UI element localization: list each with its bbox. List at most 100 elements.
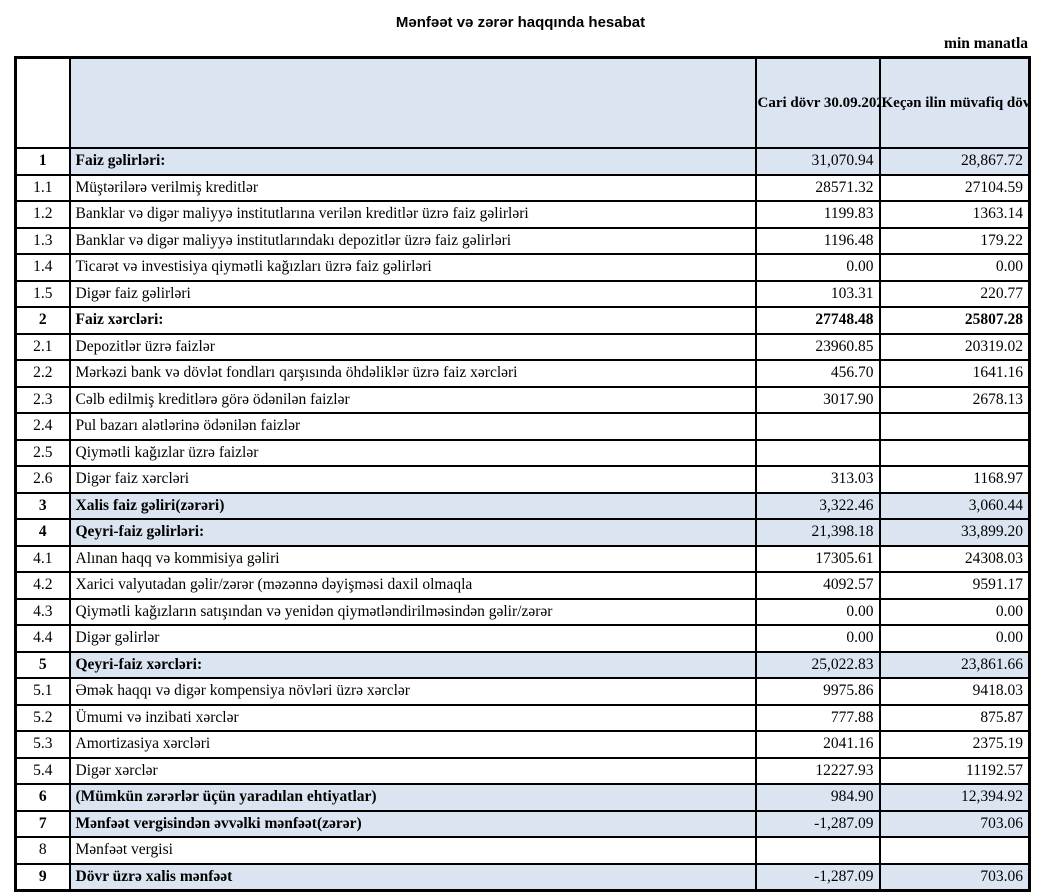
row-label-cell: Depozitlər üzrə faizlər xyxy=(68,332,757,361)
value-previous-cell: 0.00 xyxy=(878,624,1031,653)
table-row: 4.1 Alınan haqq və kommisiya gəliri 1730… xyxy=(14,544,1031,573)
value-current-cell: 9975.86 xyxy=(754,677,881,706)
row-label-cell: Dövr üzrə xalis mənfəət xyxy=(68,862,757,892)
row-label-cell: Qeyri-faiz xərcləri: xyxy=(68,650,757,679)
value-previous-cell: 179.22 xyxy=(878,226,1031,255)
header-current-period: Cari dövr 30.09.2023 xyxy=(754,56,881,149)
table-row: 1.4 Ticarət və investisiya qiymətli kağı… xyxy=(14,253,1031,282)
row-number-cell: 2.6 xyxy=(14,465,71,494)
table-row: 5.1 Əmək haqqı və digər kompensiya növlə… xyxy=(14,677,1031,706)
row-label-cell: (Mümkün zərərlər üçün yaradılan ehtiyatl… xyxy=(68,783,757,812)
row-label-cell: Mənfəət vergisi xyxy=(68,836,757,865)
table-row: 5 Qeyri-faiz xərcləri: 25,022.83 23,861.… xyxy=(14,650,1031,679)
page-title: Mənfəət və zərər haqqında hesabat xyxy=(395,14,646,31)
value-previous-cell: 3,060.44 xyxy=(878,491,1031,520)
table-row: 5.2 Ümumi və inzibati xərclər 777.88 875… xyxy=(14,703,1031,732)
value-current-cell: 1196.48 xyxy=(754,226,881,255)
row-number-cell: 8 xyxy=(14,836,71,865)
row-number-cell: 5.2 xyxy=(14,703,71,732)
value-current-cell: 313.03 xyxy=(754,465,881,494)
row-number-cell: 1.5 xyxy=(14,279,71,308)
value-previous-cell: 27104.59 xyxy=(878,173,1031,202)
unit-label: min manatla xyxy=(944,35,1028,52)
row-number-cell: 2.3 xyxy=(14,385,71,414)
row-label-cell: Banklar və digər maliyyə institutlarına … xyxy=(68,200,757,229)
row-number-cell: 4.3 xyxy=(14,597,71,626)
value-current-cell: 1199.83 xyxy=(754,200,881,229)
value-previous-cell: 0.00 xyxy=(878,597,1031,626)
row-number-cell: 9 xyxy=(14,862,71,892)
value-previous-cell: 33,899.20 xyxy=(878,518,1031,547)
table-row: 4.4 Digər gəlirlər 0.00 0.00 xyxy=(14,624,1031,653)
row-label-cell: Mərkəzi bank və dövlət fondları qarşısın… xyxy=(68,359,757,388)
value-previous-cell: 23,861.66 xyxy=(878,650,1031,679)
value-current-cell xyxy=(754,412,881,441)
value-current-cell: 4092.57 xyxy=(754,571,881,600)
value-previous-cell: 11192.57 xyxy=(878,756,1031,785)
row-number-cell: 2.4 xyxy=(14,412,71,441)
row-label-cell: Ticarət və investisiya qiymətli kağızlar… xyxy=(68,253,757,282)
table-row: 9 Dövr üzrə xalis mənfəət -1,287.09 703.… xyxy=(14,862,1031,892)
value-current-cell: 456.70 xyxy=(754,359,881,388)
table-row: 5.4 Digər xərclər 12227.93 11192.57 xyxy=(14,756,1031,785)
value-current-cell: 777.88 xyxy=(754,703,881,732)
value-previous-cell: 2375.19 xyxy=(878,730,1031,759)
header-indicator-column xyxy=(68,56,757,149)
table-row: 5.3 Amortizasiya xərcləri 2041.16 2375.1… xyxy=(14,730,1031,759)
table-row: 8 Mənfəət vergisi xyxy=(14,836,1031,865)
value-previous-cell xyxy=(878,438,1031,467)
value-previous-cell: 703.06 xyxy=(878,862,1031,892)
value-current-cell: 12227.93 xyxy=(754,756,881,785)
value-previous-cell: 28,867.72 xyxy=(878,147,1031,176)
row-label-cell: Digər xərclər xyxy=(68,756,757,785)
table-row: 4.3 Qiymətli kağızların satışından və ye… xyxy=(14,597,1031,626)
row-label-cell: Digər gəlirlər xyxy=(68,624,757,653)
table-row: 4 Qeyri-faiz gəlirləri: 21,398.18 33,899… xyxy=(14,518,1031,547)
row-label-cell: Digər faiz xərcləri xyxy=(68,465,757,494)
row-number-cell: 2.5 xyxy=(14,438,71,467)
table-row: 6 (Mümkün zərərlər üçün yaradılan ehtiya… xyxy=(14,783,1031,812)
value-previous-cell: 1641.16 xyxy=(878,359,1031,388)
value-current-cell xyxy=(754,836,881,865)
table-row: 2.6 Digər faiz xərcləri 313.03 1168.97 xyxy=(14,465,1031,494)
value-current-cell: 17305.61 xyxy=(754,544,881,573)
row-label-cell: Qiymətli kağızlar üzrə faizlər xyxy=(68,438,757,467)
row-label-cell: Qiymətli kağızların satışından və yenidə… xyxy=(68,597,757,626)
table-row: 4.2 Xarici valyutadan gəlir/zərər (məzən… xyxy=(14,571,1031,600)
value-current-cell: 984.90 xyxy=(754,783,881,812)
row-label-cell: Qeyri-faiz gəlirləri: xyxy=(68,518,757,547)
row-number-cell: 4.2 xyxy=(14,571,71,600)
value-current-cell: 3017.90 xyxy=(754,385,881,414)
header-previous-period: Keçən ilin müvafiq dövrü 30.09.2022 xyxy=(878,56,1031,149)
row-number-cell: 5.1 xyxy=(14,677,71,706)
row-number-cell: 4 xyxy=(14,518,71,547)
value-previous-cell xyxy=(878,412,1031,441)
value-previous-cell: 1363.14 xyxy=(878,200,1031,229)
table-row: 2.2 Mərkəzi bank və dövlət fondları qarş… xyxy=(14,359,1031,388)
value-previous-cell: 25807.28 xyxy=(878,306,1031,335)
row-number-cell: 1.2 xyxy=(14,200,71,229)
row-label-cell: Faiz xərcləri: xyxy=(68,306,757,335)
row-label-cell: Digər faiz gəlirləri xyxy=(68,279,757,308)
value-current-cell: 103.31 xyxy=(754,279,881,308)
value-current-cell: 0.00 xyxy=(754,253,881,282)
value-current-cell: 27748.48 xyxy=(754,306,881,335)
table-row: 2.1 Depozitlər üzrə faizlər 23960.85 203… xyxy=(14,332,1031,361)
row-number-cell: 7 xyxy=(14,809,71,838)
value-current-cell: 21,398.18 xyxy=(754,518,881,547)
row-label-cell: Alınan haqq və kommisiya gəliri xyxy=(68,544,757,573)
value-previous-cell: 1168.97 xyxy=(878,465,1031,494)
row-number-cell: 2.1 xyxy=(14,332,71,361)
value-current-cell: 0.00 xyxy=(754,597,881,626)
row-number-cell: 2 xyxy=(14,306,71,335)
row-number-cell: 6 xyxy=(14,783,71,812)
row-label-cell: Cəlb edilmiş kreditlərə görə ödənilən fa… xyxy=(68,385,757,414)
table-header: Cari dövr 30.09.2023 Keçən ilin müvafiq … xyxy=(14,56,1031,149)
row-number-cell: 1.1 xyxy=(14,173,71,202)
table-row: 2.4 Pul bazarı alətlərinə ödənilən faizl… xyxy=(14,412,1031,441)
value-current-cell: 23960.85 xyxy=(754,332,881,361)
row-label-cell: Mənfəət vergisindən əvvəlki mənfəət(zərə… xyxy=(68,809,757,838)
row-number-cell: 4.1 xyxy=(14,544,71,573)
row-label-cell: Amortizasiya xərcləri xyxy=(68,730,757,759)
table-row: 1 Faiz gəlirləri: 31,070.94 28,867.72 xyxy=(14,147,1031,176)
